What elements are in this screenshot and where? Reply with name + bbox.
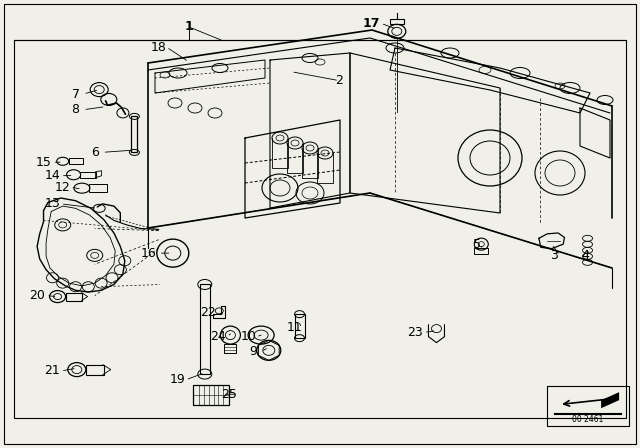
Bar — [131, 116, 138, 152]
Text: 8: 8 — [72, 103, 79, 116]
Text: 20: 20 — [29, 289, 45, 302]
Bar — [390, 19, 404, 24]
Text: 1: 1 — [184, 20, 193, 34]
Text: 14: 14 — [45, 169, 60, 182]
Bar — [86, 365, 104, 375]
Text: 16: 16 — [141, 246, 156, 260]
Bar — [200, 284, 210, 374]
Text: 25: 25 — [221, 388, 237, 401]
Text: 18: 18 — [151, 40, 166, 54]
Bar — [193, 385, 229, 405]
Text: 15: 15 — [36, 155, 51, 169]
Text: 2: 2 — [335, 74, 343, 87]
Bar — [79, 172, 95, 178]
Text: 5: 5 — [473, 237, 481, 251]
Bar — [89, 184, 107, 192]
Text: 9: 9 — [249, 345, 257, 358]
Text: 7: 7 — [72, 87, 79, 101]
Text: 21: 21 — [45, 364, 60, 378]
Bar — [14, 40, 626, 418]
Polygon shape — [601, 392, 619, 408]
Text: 11: 11 — [287, 321, 302, 335]
Text: 3: 3 — [550, 249, 557, 262]
Bar — [294, 314, 305, 338]
Text: 12: 12 — [55, 181, 70, 194]
Text: 6: 6 — [91, 146, 99, 159]
Bar — [474, 248, 488, 254]
Text: 4: 4 — [582, 249, 589, 262]
Text: 24: 24 — [210, 330, 225, 344]
Text: 13: 13 — [45, 197, 60, 211]
Text: 17: 17 — [362, 17, 380, 30]
Bar — [547, 386, 629, 426]
Text: 00 2461: 00 2461 — [572, 415, 604, 424]
Text: 19: 19 — [170, 373, 186, 387]
Bar — [225, 344, 236, 353]
Bar — [65, 293, 82, 301]
Text: 10: 10 — [241, 330, 256, 344]
Text: 23: 23 — [407, 326, 422, 339]
Text: 22: 22 — [200, 306, 216, 319]
Bar — [68, 158, 83, 164]
